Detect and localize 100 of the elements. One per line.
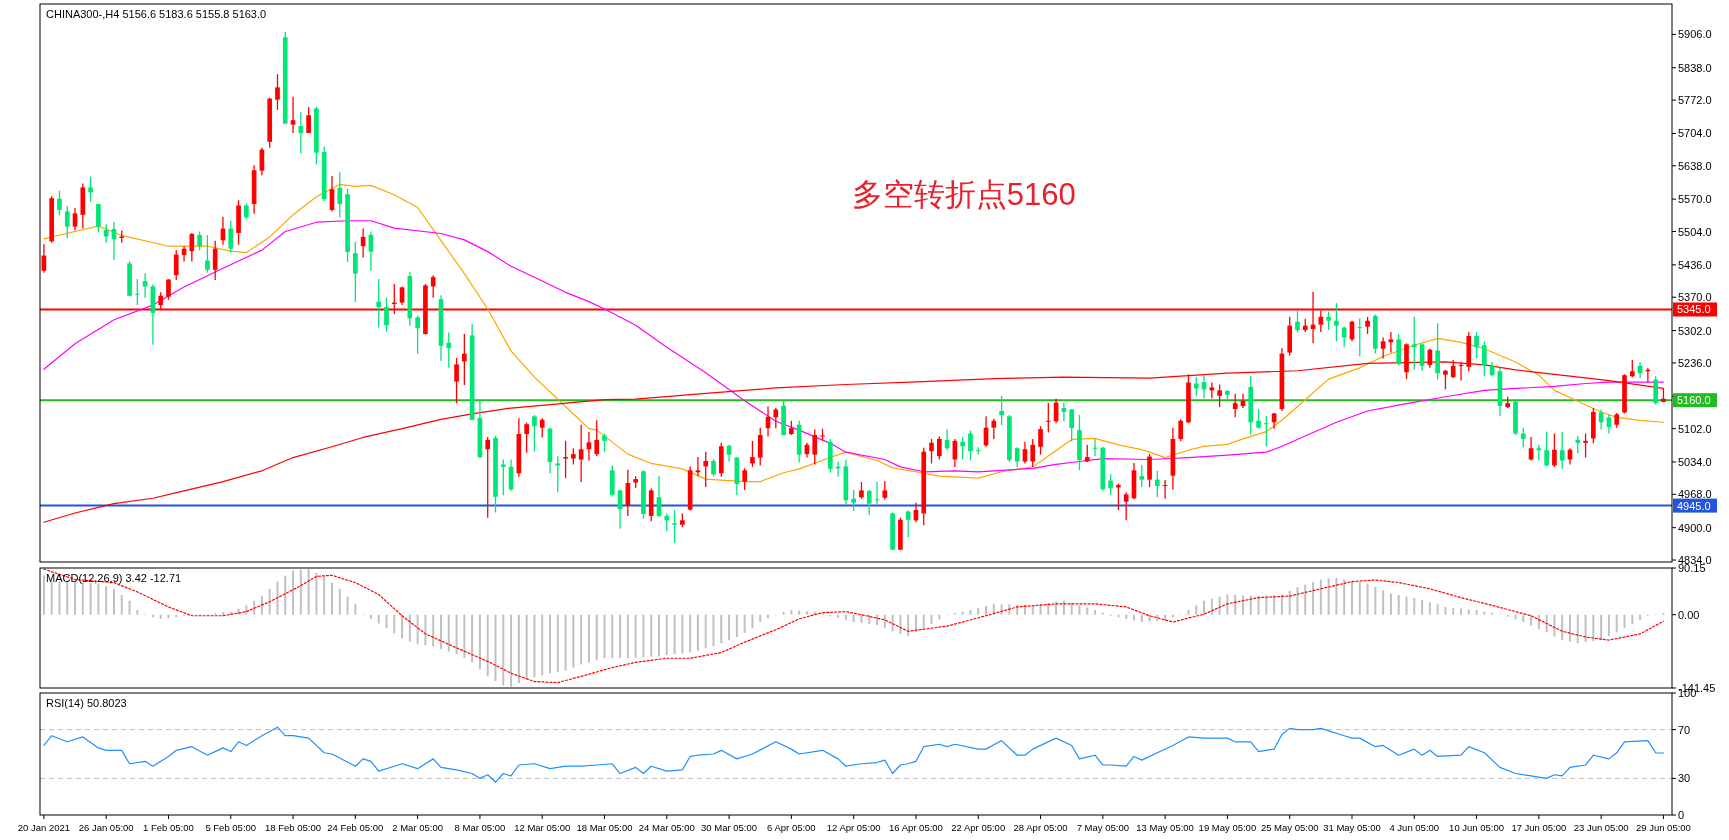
bar	[844, 614, 847, 620]
y-tick-label: 5570.0	[1678, 193, 1712, 206]
bar	[323, 576, 326, 615]
bar	[346, 596, 349, 615]
bar	[619, 614, 622, 659]
bar	[1218, 596, 1221, 615]
candlestick	[166, 278, 171, 301]
bar	[805, 611, 808, 615]
bar	[159, 614, 162, 619]
bar	[665, 614, 668, 656]
candlestick	[212, 240, 218, 281]
x-tick-label: 17 Jun 05:00	[1511, 822, 1567, 833]
y-tick-label: 0	[1678, 809, 1685, 821]
candlestick	[539, 417, 545, 439]
candlestick	[1411, 316, 1417, 371]
candlestick	[1443, 369, 1448, 391]
bar	[564, 614, 567, 671]
bar	[1234, 595, 1237, 615]
y-tick-label: 5638.0	[1678, 159, 1712, 172]
y-tick-label: 5838.0	[1678, 61, 1712, 74]
bar	[268, 588, 271, 615]
bar	[1506, 614, 1509, 617]
bar	[712, 614, 715, 647]
bar	[907, 614, 910, 636]
bar	[1257, 596, 1260, 615]
bar	[1156, 614, 1159, 621]
bar	[751, 614, 754, 629]
candlestick	[446, 331, 452, 369]
candlestick	[750, 440, 755, 468]
bar	[1530, 614, 1533, 626]
candlestick	[415, 315, 420, 355]
x-tick-label: 7 May 05:00	[1076, 822, 1129, 833]
candlestick	[1653, 375, 1658, 406]
ref-line-label: 5160.0	[1677, 394, 1711, 407]
candlestick	[189, 232, 195, 263]
candlestick	[1357, 317, 1363, 358]
candlestick	[1334, 302, 1339, 342]
bar	[1584, 614, 1587, 643]
bar	[626, 614, 629, 659]
bar	[1491, 612, 1494, 615]
bar	[1070, 602, 1073, 615]
candlestick	[703, 451, 709, 488]
candlestick	[563, 440, 568, 479]
bar	[1413, 598, 1416, 615]
bar	[1623, 614, 1626, 629]
x-tick-label: 24 Mar 05:00	[638, 822, 695, 833]
bar	[517, 614, 520, 684]
bar	[1273, 595, 1276, 615]
bar	[315, 572, 318, 615]
candlestick	[1380, 336, 1386, 360]
bar	[1615, 614, 1618, 633]
candlestick	[1038, 425, 1043, 456]
bar	[284, 575, 287, 615]
candlestick	[275, 73, 280, 111]
candlestick	[1232, 393, 1238, 418]
bar	[798, 610, 801, 615]
bar	[1421, 599, 1424, 615]
bar	[525, 614, 528, 680]
bar	[1062, 600, 1065, 615]
candlestick	[1583, 432, 1588, 459]
bar	[1241, 595, 1244, 615]
bar	[1094, 610, 1097, 615]
bar	[1125, 614, 1128, 619]
candlestick	[757, 427, 763, 467]
bar	[704, 614, 707, 649]
bar	[1358, 582, 1361, 615]
bar	[471, 614, 474, 663]
candlestick	[742, 467, 747, 491]
x-tick-label: 25 May 05:00	[1260, 822, 1319, 833]
bar	[1592, 614, 1595, 642]
candlestick	[991, 418, 997, 440]
x-tick-label: 20 Jan 2021	[17, 822, 71, 833]
bar	[1483, 611, 1486, 615]
bar	[782, 612, 785, 615]
y-tick-label: 5704.0	[1678, 127, 1712, 140]
ref-line-label: 5345.0	[1677, 303, 1711, 316]
bar	[1140, 614, 1143, 622]
bar	[432, 614, 435, 647]
candlestick	[968, 429, 973, 462]
x-tick-label: 10 Jun 05:00	[1449, 822, 1505, 833]
y-tick-label: 0.00	[1678, 608, 1700, 621]
x-tick-label: 4 Jun 05:00	[1389, 822, 1440, 833]
bar	[1382, 590, 1385, 615]
y-tick-label: 4900.0	[1678, 521, 1712, 534]
bar	[1569, 614, 1571, 642]
candlestick	[173, 249, 179, 281]
candlestick	[773, 407, 779, 429]
candlestick	[555, 455, 561, 494]
bar	[728, 614, 731, 641]
bar	[1522, 614, 1525, 622]
bar	[642, 614, 645, 658]
bar	[385, 614, 388, 629]
y-tick-label: 30	[1678, 772, 1691, 785]
candlestick	[1178, 418, 1184, 442]
candlestick	[936, 435, 942, 461]
bar	[253, 600, 256, 615]
y-tick-label: 5906.0	[1678, 28, 1712, 41]
bar	[985, 605, 988, 615]
bar	[478, 614, 481, 670]
bar	[673, 614, 676, 655]
